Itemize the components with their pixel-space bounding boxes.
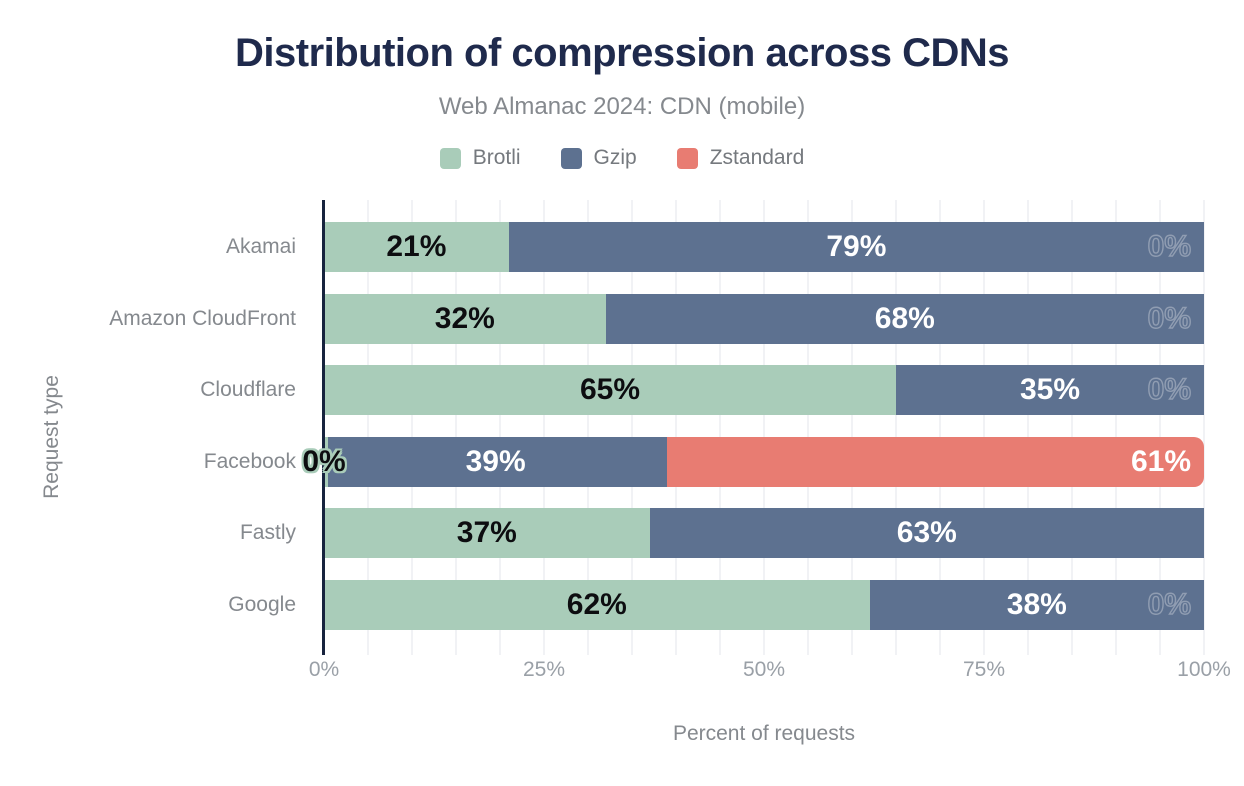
bar-segment-brotli	[324, 437, 328, 487]
bar-row-amazon-cloudfront: 32% 68% 0%	[324, 294, 1204, 344]
bar-value-label: 0%	[302, 445, 346, 478]
gridline	[851, 200, 853, 655]
gridline	[587, 200, 589, 655]
legend: Brotli Gzip Zstandard	[0, 146, 1244, 170]
gridline	[895, 200, 897, 655]
bar-row-fastly: 37% 63%	[324, 508, 1204, 558]
category-label-akamai: Akamai	[225, 235, 296, 258]
x-tick-label: 50%	[742, 658, 786, 681]
bar-value-label: 21%	[386, 230, 447, 263]
bar-row-google: 62% 38% 0%	[324, 580, 1204, 630]
chart-title: Distribution of compression across CDNs	[235, 31, 1009, 75]
bar-value-label: 35%	[1019, 373, 1081, 406]
category-label-amazon-cloudfront: Amazon CloudFront	[109, 307, 296, 330]
gridline	[939, 200, 941, 655]
gridline	[1027, 200, 1029, 655]
bar-segment-gzip	[649, 508, 1204, 558]
legend-label: Brotli	[472, 146, 521, 169]
bar-segment-gzip	[896, 365, 1204, 415]
bar-value-label: 32%	[434, 302, 495, 335]
category-labels: Akamai Amazon CloudFront Cloudflare Faceboo…	[0, 200, 310, 655]
gridline	[367, 200, 369, 655]
bar-segment-brotli	[324, 294, 606, 344]
bar-segment-zstandard	[667, 437, 1204, 487]
gridline	[1203, 200, 1205, 655]
gridline	[543, 200, 545, 655]
gridline	[807, 200, 809, 655]
gridline	[455, 200, 457, 655]
gridline	[983, 200, 985, 655]
gridline	[631, 200, 633, 655]
plot-area: 21% 79% 0% 32% 68% 0% 65% 35% 0% 0% 39% 61% 37% 63% 62…	[302, 200, 1205, 655]
bar-segment-gzip	[605, 294, 1204, 344]
legend-swatch-icon	[439, 147, 461, 169]
legend-swatch-icon	[560, 147, 582, 169]
y-axis-title-text: Request type	[40, 375, 63, 499]
y-axis-line	[322, 200, 325, 655]
gridline	[411, 200, 413, 655]
x-axis-title: Percent of requests	[672, 722, 856, 745]
legend-swatch-icon	[676, 147, 698, 169]
x-tick-label: 0%	[308, 658, 340, 681]
x-tick-label: 75%	[962, 658, 1006, 681]
bar-row-facebook: 0% 39% 61%	[302, 437, 1204, 487]
gridline	[499, 200, 501, 655]
gridline	[1159, 200, 1161, 655]
gridline	[675, 200, 677, 655]
bar-value-label: 61%	[1130, 445, 1191, 478]
bar-value-label: 37%	[456, 516, 517, 549]
chart-subtitle: Web Almanac 2024: CDN (mobile)	[438, 93, 806, 120]
legend-item-zstandard: Zstandard	[676, 146, 805, 170]
bar-value-label: 63%	[896, 516, 957, 549]
bar-value-label: 68%	[874, 302, 935, 335]
bar-segment-brotli	[324, 365, 896, 415]
bar-segment-gzip	[869, 580, 1204, 630]
category-label-facebook: Facebook	[203, 450, 296, 473]
legend-label: Zstandard	[709, 146, 805, 169]
x-tick-label: 25%	[522, 658, 566, 681]
bar-segment-brotli	[324, 508, 650, 558]
bar-segment-brotli	[324, 222, 509, 272]
bar-value-label: 65%	[579, 373, 641, 406]
bar-segment-brotli	[324, 580, 870, 630]
bar-row-akamai: 21% 79% 0%	[324, 222, 1204, 272]
bar-value-label: 62%	[566, 588, 627, 621]
bar-segment-gzip	[508, 222, 1204, 272]
category-label-google: Google	[228, 593, 296, 616]
gridline	[763, 200, 765, 655]
gridline	[719, 200, 721, 655]
legend-item-gzip: Gzip	[560, 146, 637, 170]
bar-value-label: 0%	[1147, 588, 1192, 621]
bar-row-cloudflare: 65% 35% 0%	[324, 365, 1204, 415]
bar-value-label: 0%	[1147, 373, 1192, 406]
bar-value-label: 0%	[1147, 302, 1192, 335]
legend-item-brotli: Brotli	[439, 146, 521, 170]
category-label-fastly: Fastly	[239, 521, 296, 544]
gridline	[1071, 200, 1073, 655]
legend-label: Gzip	[593, 146, 637, 169]
bar-value-label: 39%	[465, 445, 526, 478]
bar-value-label: 0%	[1147, 230, 1192, 263]
bar-value-label: 79%	[826, 230, 887, 263]
bar-value-label: 38%	[1006, 588, 1067, 621]
gridline	[1115, 200, 1117, 655]
x-tick-label: 100%	[1177, 658, 1231, 681]
category-label-cloudflare: Cloudflare	[200, 378, 296, 401]
x-axis-ticks: 0% 25% 50% 75% 100%	[309, 658, 1231, 688]
bar-segment-gzip	[324, 437, 668, 487]
